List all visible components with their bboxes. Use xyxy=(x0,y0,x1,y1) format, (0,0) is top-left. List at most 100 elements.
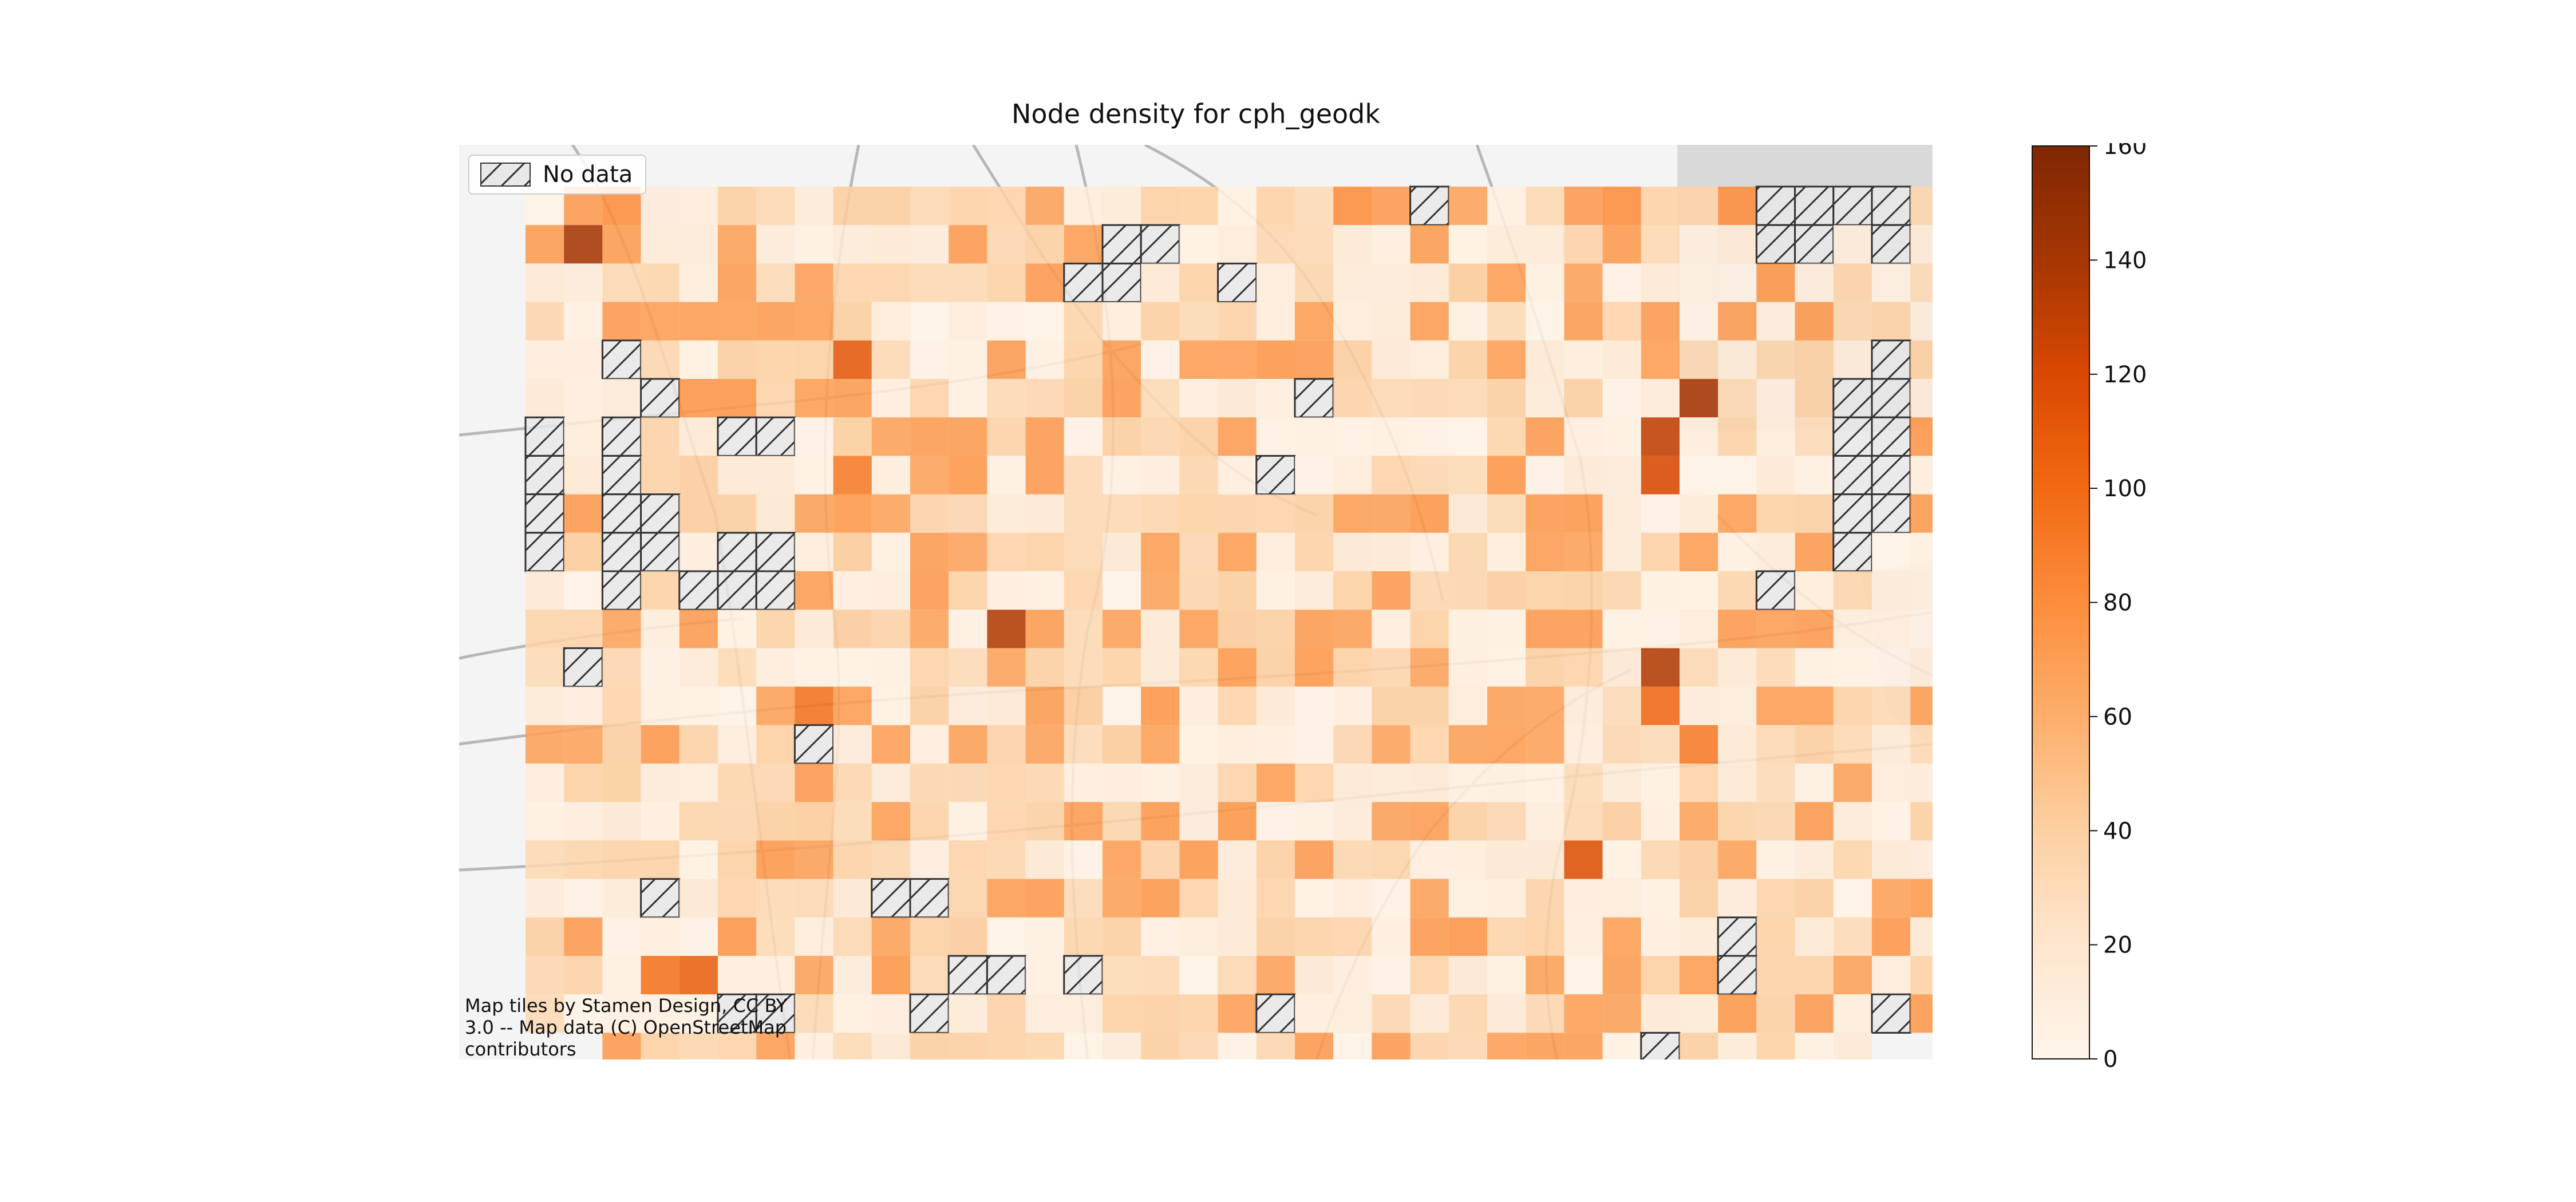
density-cell xyxy=(641,764,679,802)
density-cell xyxy=(1602,994,1641,1033)
density-cell xyxy=(987,917,1026,956)
density-cell xyxy=(1179,994,1218,1033)
no-data-hatch xyxy=(1795,187,1834,226)
density-cell xyxy=(756,263,795,302)
density-cell xyxy=(1602,802,1641,841)
density-cell xyxy=(641,1033,679,1059)
density-cell xyxy=(718,956,757,995)
no-data-hatch xyxy=(1833,417,1872,456)
density-cell xyxy=(1256,956,1295,995)
density-cells xyxy=(524,185,1933,1059)
density-cell xyxy=(1602,417,1641,456)
density-cell xyxy=(564,840,603,879)
density-cell xyxy=(1410,225,1449,264)
density-cell xyxy=(756,494,795,533)
density-cell xyxy=(1872,610,1911,649)
density-cell xyxy=(949,917,987,956)
density-cell xyxy=(1602,225,1641,264)
density-cell xyxy=(1756,764,1795,802)
density-cell xyxy=(1103,571,1141,610)
density-cell xyxy=(1526,686,1564,725)
colorbar-tick-label: 20 xyxy=(2103,932,2132,959)
density-cell xyxy=(987,610,1026,649)
density-cell xyxy=(1526,917,1564,956)
density-cell xyxy=(1141,725,1180,764)
density-cell xyxy=(1295,956,1334,995)
no-data-hatch xyxy=(1256,994,1295,1033)
density-cell xyxy=(1795,417,1834,456)
density-cell xyxy=(1564,764,1603,802)
density-cell xyxy=(1526,379,1564,418)
density-cell xyxy=(1487,610,1526,649)
density-cell xyxy=(526,379,564,418)
density-cell xyxy=(1448,417,1487,456)
density-cell xyxy=(1141,302,1180,341)
density-cell xyxy=(1372,686,1411,725)
density-cell xyxy=(1872,263,1911,302)
density-cell xyxy=(1641,879,1680,918)
density-cell xyxy=(1295,532,1334,571)
density-cell xyxy=(1564,187,1603,226)
density-cell xyxy=(1410,571,1449,610)
legend: No data xyxy=(468,155,647,195)
density-cell xyxy=(1526,879,1564,918)
density-cell xyxy=(1256,417,1295,456)
density-cell xyxy=(871,263,910,302)
density-cell xyxy=(1564,302,1603,341)
density-cell xyxy=(1795,764,1834,802)
density-cell xyxy=(910,840,949,879)
no-data-hatch xyxy=(1410,187,1449,226)
density-cell xyxy=(718,725,757,764)
density-cell xyxy=(1756,802,1795,841)
density-cell xyxy=(1756,994,1795,1033)
density-cell xyxy=(1526,302,1564,341)
density-cell xyxy=(1064,610,1103,649)
density-cell xyxy=(718,379,757,418)
density-cell xyxy=(679,956,718,995)
density-cell xyxy=(1795,494,1834,533)
density-cell xyxy=(1064,494,1103,533)
density-cell xyxy=(1641,494,1680,533)
no-data-hatch xyxy=(602,494,641,533)
density-cell xyxy=(871,840,910,879)
density-cell xyxy=(1718,263,1757,302)
no-data-hatch xyxy=(641,494,679,533)
density-cell xyxy=(910,340,949,379)
density-cell xyxy=(1680,340,1718,379)
density-cell xyxy=(1179,379,1218,418)
density-cell xyxy=(1526,802,1564,841)
density-cell xyxy=(1025,840,1064,879)
density-cell xyxy=(871,725,910,764)
density-cell xyxy=(1680,802,1718,841)
no-data-hatch xyxy=(641,879,679,918)
density-cell xyxy=(1179,263,1218,302)
density-cell xyxy=(910,956,949,995)
density-cell xyxy=(1602,840,1641,879)
no-data-hatch xyxy=(1218,263,1257,302)
density-cell xyxy=(1141,686,1180,725)
density-cell xyxy=(1795,879,1834,918)
density-cell xyxy=(949,417,987,456)
density-cell xyxy=(1833,956,1872,995)
density-cell xyxy=(718,1033,757,1059)
density-cell xyxy=(1025,956,1064,995)
density-cell xyxy=(641,686,679,725)
density-cell xyxy=(641,225,679,264)
density-cell xyxy=(1448,994,1487,1033)
density-cell xyxy=(833,302,872,341)
density-cell xyxy=(641,263,679,302)
density-cell xyxy=(1602,263,1641,302)
density-cell xyxy=(1756,840,1795,879)
density-cell xyxy=(949,456,987,495)
no-data-hatch xyxy=(1641,1033,1680,1059)
density-cell xyxy=(1218,725,1257,764)
no-data-hatch xyxy=(718,532,757,571)
density-cell xyxy=(1064,340,1103,379)
density-cell xyxy=(1795,725,1834,764)
density-cell xyxy=(1372,302,1411,341)
density-cell xyxy=(1179,532,1218,571)
density-cell xyxy=(1256,802,1295,841)
density-cell xyxy=(795,840,833,879)
density-cell xyxy=(871,764,910,802)
